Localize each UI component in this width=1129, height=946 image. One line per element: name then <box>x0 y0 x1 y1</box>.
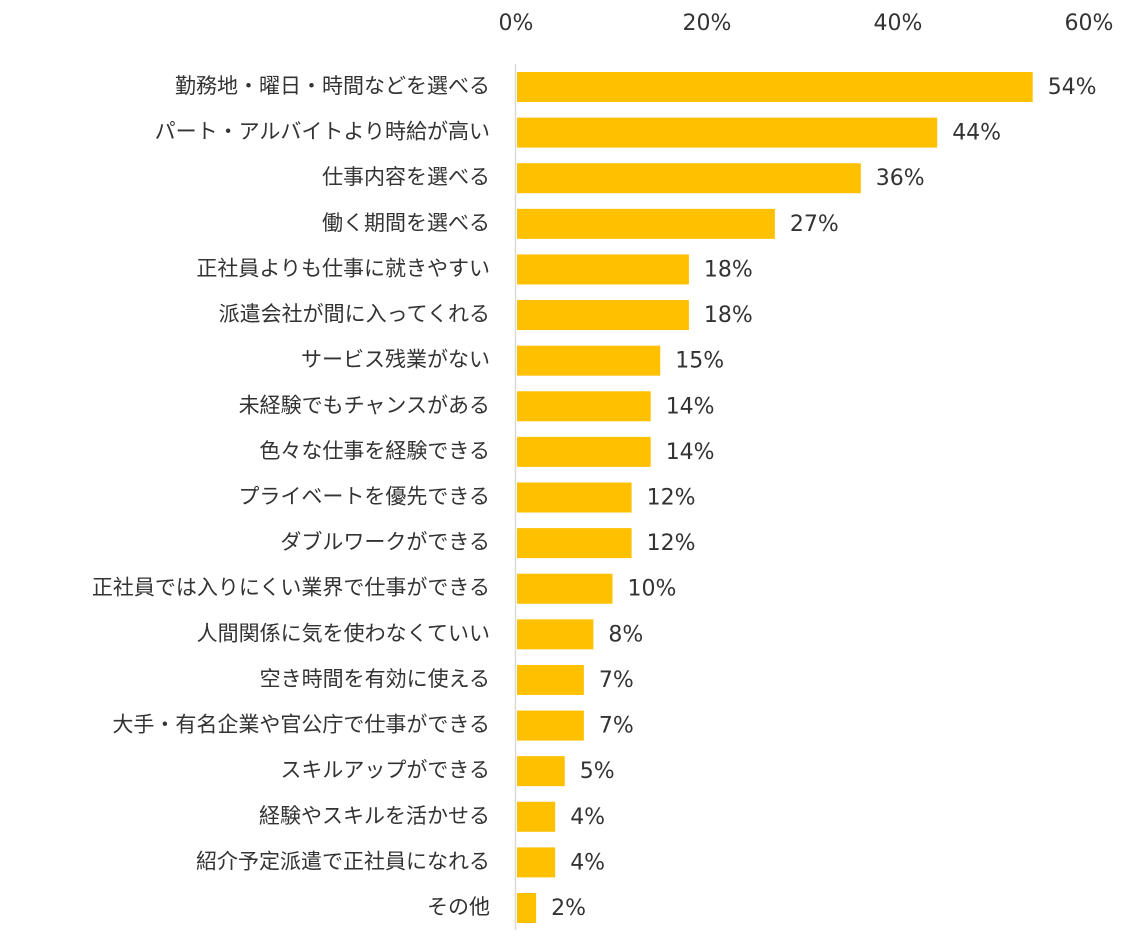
category-label: パート・アルバイトより時給が高い <box>155 120 490 144</box>
category-label: 経験やスキルを活かせる <box>259 804 490 828</box>
bar <box>517 72 1033 102</box>
bar-row: 派遣会社が間に入ってくれる 18% <box>219 300 753 331</box>
bar <box>517 664 584 695</box>
category-label: スキルアップができる <box>280 758 490 782</box>
bar-row: 人間関係に気を使わなくていい 8% <box>197 619 643 650</box>
bar-row: 正社員では入りにくい業界で仕事ができる 10% <box>92 573 677 604</box>
data-label: 36% <box>876 166 925 191</box>
category-label: ダブルワークができる <box>280 530 490 554</box>
data-label: 12% <box>647 531 696 556</box>
category-label: 大手・有名企業や官公庁で仕事ができる <box>112 713 490 737</box>
data-label: 18% <box>704 303 753 328</box>
bar <box>517 391 651 422</box>
data-label: 54% <box>1048 75 1097 100</box>
data-label: 4% <box>570 850 605 875</box>
category-label: 空き時間を有効に使える <box>260 667 490 691</box>
bar <box>517 756 565 787</box>
category-label: 正社員よりも仕事に就きやすい <box>196 256 490 280</box>
bar <box>517 254 689 285</box>
bar <box>517 847 556 878</box>
data-label: 14% <box>666 440 715 465</box>
bar <box>517 208 775 239</box>
data-label: 44% <box>952 121 1001 146</box>
bar <box>517 710 584 741</box>
bar <box>517 300 689 331</box>
bar <box>517 573 613 604</box>
bar <box>517 801 556 832</box>
category-label: 勤務地・曜日・時間などを選べる <box>175 74 490 98</box>
x-axis-ticks: 0% 20% 40% 60% <box>499 11 1114 36</box>
data-label: 7% <box>599 714 634 739</box>
bar-row: 仕事内容を選べる 36% <box>322 163 925 194</box>
category-label: 未経験でもチャンスがある <box>239 393 490 417</box>
data-label: 27% <box>790 212 839 237</box>
bar-row: ダブルワークができる 12% <box>280 528 696 559</box>
bar-row: サービス残業がない 15% <box>301 345 724 376</box>
data-label: 5% <box>580 759 615 784</box>
category-label: 正社員では入りにくい業界で仕事ができる <box>92 576 490 600</box>
category-label: 色々な仕事を経験できる <box>259 439 490 463</box>
data-label: 12% <box>647 486 696 511</box>
bar <box>517 436 651 467</box>
data-label: 8% <box>608 622 643 647</box>
category-label: その他 <box>427 895 490 919</box>
x-tick-label: 0% <box>499 11 534 36</box>
bar <box>517 528 632 559</box>
data-label: 14% <box>666 394 715 419</box>
bar-row: プライベートを優先できる 12% <box>238 482 696 513</box>
bar <box>517 345 661 376</box>
bar-row: パート・アルバイトより時給が高い 44% <box>155 117 1001 148</box>
bar <box>517 482 632 513</box>
category-label: 仕事内容を選べる <box>322 165 490 189</box>
data-label: 15% <box>675 349 724 374</box>
bars: 勤務地・曜日・時間などを選べる 54% パート・アルバイトより時給が高い 44% 仕事内… <box>92 72 1097 923</box>
bar <box>517 163 861 194</box>
bar-row: その他 2% <box>427 893 586 923</box>
x-tick-label: 60% <box>1065 11 1114 36</box>
data-label: 7% <box>599 668 634 693</box>
category-label: 働く期間を選べる <box>322 211 490 235</box>
bar-row: 大手・有名企業や官公庁で仕事ができる 7% <box>112 710 634 741</box>
bar-row: 色々な仕事を経験できる 14% <box>259 436 715 467</box>
bar-row: 紹介予定派遣で正社員になれる 4% <box>196 847 605 878</box>
data-label: 2% <box>551 896 586 921</box>
bar-row: 未経験でもチャンスがある 14% <box>239 391 715 422</box>
bar-row: 働く期間を選べる 27% <box>322 208 839 239</box>
bar-row: スキルアップができる 5% <box>280 756 615 787</box>
category-label: 紹介予定派遣で正社員になれる <box>196 849 490 873</box>
bar-row: 正社員よりも仕事に就きやすい 18% <box>196 254 753 285</box>
bar <box>517 619 594 650</box>
bar-row: 勤務地・曜日・時間などを選べる 54% <box>175 72 1097 102</box>
x-tick-label: 20% <box>683 11 732 36</box>
data-label: 4% <box>570 805 605 830</box>
bar-row: 経験やスキルを活かせる 4% <box>259 801 605 832</box>
category-label: サービス残業がない <box>301 348 490 372</box>
data-label: 18% <box>704 257 753 282</box>
bar-row: 空き時間を有効に使える 7% <box>260 664 634 695</box>
category-label: プライベートを優先できる <box>238 485 490 509</box>
bar <box>517 893 537 923</box>
data-label: 10% <box>628 577 677 602</box>
x-tick-label: 40% <box>874 11 923 36</box>
category-label: 派遣会社が間に入ってくれる <box>219 302 490 326</box>
bar <box>517 117 938 148</box>
category-label: 人間関係に気を使わなくていい <box>197 621 490 645</box>
